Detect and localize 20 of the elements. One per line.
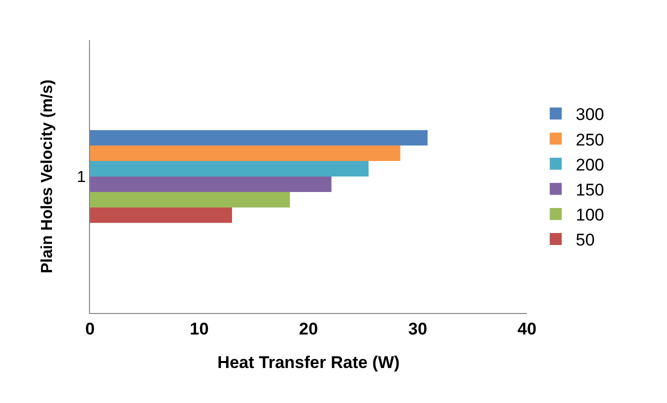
bar <box>90 207 232 223</box>
x-tick-label: 40 <box>518 319 536 338</box>
legend-label: 150 <box>576 180 604 200</box>
bar <box>90 146 400 162</box>
bar <box>90 192 290 208</box>
x-tick-label: 10 <box>190 319 209 338</box>
bar <box>90 161 369 176</box>
x-tick-label: 0 <box>85 319 95 338</box>
legend-label: 200 <box>576 155 604 174</box>
y-axis-title: Plain Holes Velocity (m/s) <box>38 80 56 274</box>
x-tick-label: 30 <box>408 319 428 338</box>
legend-label: 250 <box>576 130 604 150</box>
x-tick-label: 20 <box>299 319 318 338</box>
legend-label: 50 <box>576 230 595 250</box>
bar <box>90 176 332 192</box>
y-tick-label: 1 <box>76 169 86 186</box>
legend-label: 300 <box>576 105 604 124</box>
legend-label: 100 <box>576 206 604 225</box>
bar <box>90 130 428 146</box>
x-axis-title: Heat Transfer Rate (W) <box>217 352 400 372</box>
